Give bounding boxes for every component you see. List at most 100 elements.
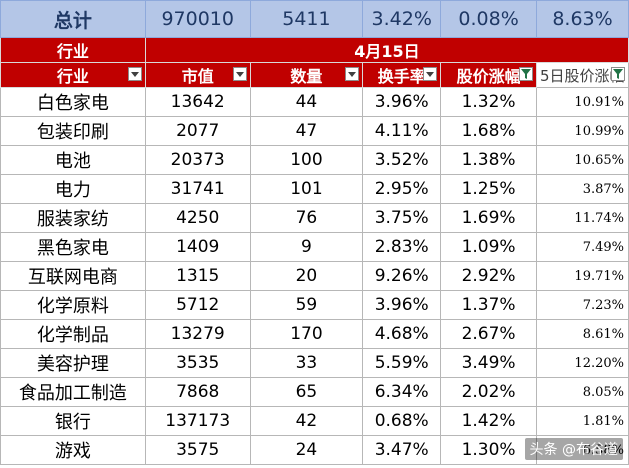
cell-market-cap[interactable]: 1409 [144,232,251,262]
date-band-label[interactable]: 行业 [0,37,146,63]
cell-turnover[interactable]: 3.96% [362,87,442,117]
filter-button-active[interactable] [611,67,625,81]
cell-price-change[interactable]: 2.92% [440,261,537,291]
cell-market-cap[interactable]: 2077 [144,116,251,146]
cell-market-cap[interactable]: 4250 [144,203,251,233]
cell-industry[interactable]: 游戏 [0,435,146,465]
cell-price-change[interactable]: 3.49% [440,348,537,378]
cell-market-cap[interactable]: 31741 [144,174,251,204]
cell-count[interactable]: 47 [249,116,364,146]
cell-industry[interactable]: 白色家电 [0,87,146,117]
cell-turnover[interactable]: 0.68% [362,406,442,436]
cell-market-cap[interactable]: 13642 [144,87,251,117]
cell-five-day[interactable]: 12.20% [535,348,629,378]
cell-price-change[interactable]: 1.68% [440,116,537,146]
cell-industry[interactable]: 包装印刷 [0,116,146,146]
cell-count[interactable]: 100 [249,145,364,175]
cell-count[interactable]: 65 [249,377,364,407]
cell-market-cap[interactable]: 7868 [144,377,251,407]
cell-count[interactable]: 9 [249,232,364,262]
column-header-five-day[interactable]: 5日股价涨幅 [535,62,629,88]
cell-turnover[interactable]: 6.34% [362,377,442,407]
summary-price-change[interactable]: 0.08% [440,0,537,38]
cell-market-cap[interactable]: 20373 [144,145,251,175]
cell-market-cap[interactable]: 3575 [144,435,251,465]
cell-industry[interactable]: 黑色家电 [0,232,146,262]
cell-five-day[interactable]: 7.49% [535,232,629,262]
cell-price-change[interactable]: 1.69% [440,203,537,233]
cell-count[interactable]: 44 [249,87,364,117]
table-row: 服装家纺 4250 76 3.75% 1.69% 11.74% [0,203,629,233]
cell-count[interactable]: 24 [249,435,364,465]
cell-five-day[interactable]: 8.05% [535,377,629,407]
cell-count[interactable]: 170 [249,319,364,349]
cell-price-change[interactable]: 1.42% [440,406,537,436]
cell-industry[interactable]: 食品加工制造 [0,377,146,407]
cell-market-cap[interactable]: 5712 [144,290,251,320]
cell-price-change[interactable]: 1.37% [440,290,537,320]
column-header-price-change[interactable]: 股价涨幅 [440,62,537,88]
cell-price-change[interactable]: 2.67% [440,319,537,349]
cell-industry[interactable]: 服装家纺 [0,203,146,233]
summary-five-day-change[interactable]: 8.63% [535,0,629,38]
cell-industry[interactable]: 互联网电商 [0,261,146,291]
cell-price-change[interactable]: 1.09% [440,232,537,262]
cell-price-change[interactable]: 1.30% [440,435,537,465]
filter-button[interactable] [127,67,142,81]
cell-market-cap[interactable]: 1315 [144,261,251,291]
filter-button[interactable] [423,67,438,81]
summary-market-cap[interactable]: 970010 [144,0,251,38]
cell-count[interactable]: 59 [249,290,364,320]
cell-industry[interactable]: 化学原料 [0,290,146,320]
cell-industry[interactable]: 美容护理 [0,348,146,378]
cell-five-day[interactable]: 11.74% [535,203,629,233]
cell-count[interactable]: 33 [249,348,364,378]
cell-turnover[interactable]: 4.11% [362,116,442,146]
cell-count[interactable]: 42 [249,406,364,436]
cell-five-day[interactable]: 7.23% [535,290,629,320]
cell-industry[interactable]: 银行 [0,406,146,436]
summary-label[interactable]: 总计 [0,0,146,38]
column-header-count[interactable]: 数量 [249,62,364,88]
summary-turnover[interactable]: 3.42% [362,0,442,38]
cell-turnover[interactable]: 2.95% [362,174,442,204]
cell-price-change[interactable]: 1.38% [440,145,537,175]
cell-turnover[interactable]: 3.75% [362,203,442,233]
cell-five-day[interactable]: 10.99% [535,116,629,146]
filter-button[interactable] [345,67,360,81]
cell-price-change[interactable]: 1.32% [440,87,537,117]
cell-turnover[interactable]: 4.68% [362,319,442,349]
cell-price-change[interactable]: 1.25% [440,174,537,204]
cell-count[interactable]: 76 [249,203,364,233]
cell-five-day[interactable]: 10.91% [535,87,629,117]
cell-turnover[interactable]: 3.96% [362,290,442,320]
cell-market-cap[interactable]: 137173 [144,406,251,436]
cell-turnover[interactable]: 9.26% [362,261,442,291]
column-header-turnover[interactable]: 换手率 [362,62,442,88]
cell-five-day[interactable]: 3.87% [535,174,629,204]
cell-turnover[interactable]: 2.83% [362,232,442,262]
date-band-date[interactable]: 4月15日 [144,37,629,63]
cell-industry[interactable]: 电池 [0,145,146,175]
summary-count[interactable]: 5411 [249,0,364,38]
cell-industry[interactable]: 化学制品 [0,319,146,349]
cell-five-day[interactable]: 19.71% [535,261,629,291]
cell-five-day[interactable]: 10.65% [535,145,629,175]
column-header-market-cap[interactable]: 市值 [144,62,251,88]
cell-five-day[interactable]: 1.81% [535,406,629,436]
cell-price-change[interactable]: 2.02% [440,377,537,407]
cell-five-day[interactable]: 6.58% [535,435,629,465]
cell-count[interactable]: 101 [249,174,364,204]
filter-funnel-icon [613,69,623,79]
column-header-industry[interactable]: 行业 [0,62,146,88]
cell-five-day[interactable]: 8.61% [535,319,629,349]
cell-count[interactable]: 20 [249,261,364,291]
cell-market-cap[interactable]: 3535 [144,348,251,378]
cell-turnover[interactable]: 5.59% [362,348,442,378]
cell-industry[interactable]: 电力 [0,174,146,204]
cell-turnover[interactable]: 3.47% [362,435,442,465]
cell-turnover[interactable]: 3.52% [362,145,442,175]
filter-button[interactable] [232,67,247,81]
filter-button-active[interactable] [518,67,533,81]
cell-market-cap[interactable]: 13279 [144,319,251,349]
